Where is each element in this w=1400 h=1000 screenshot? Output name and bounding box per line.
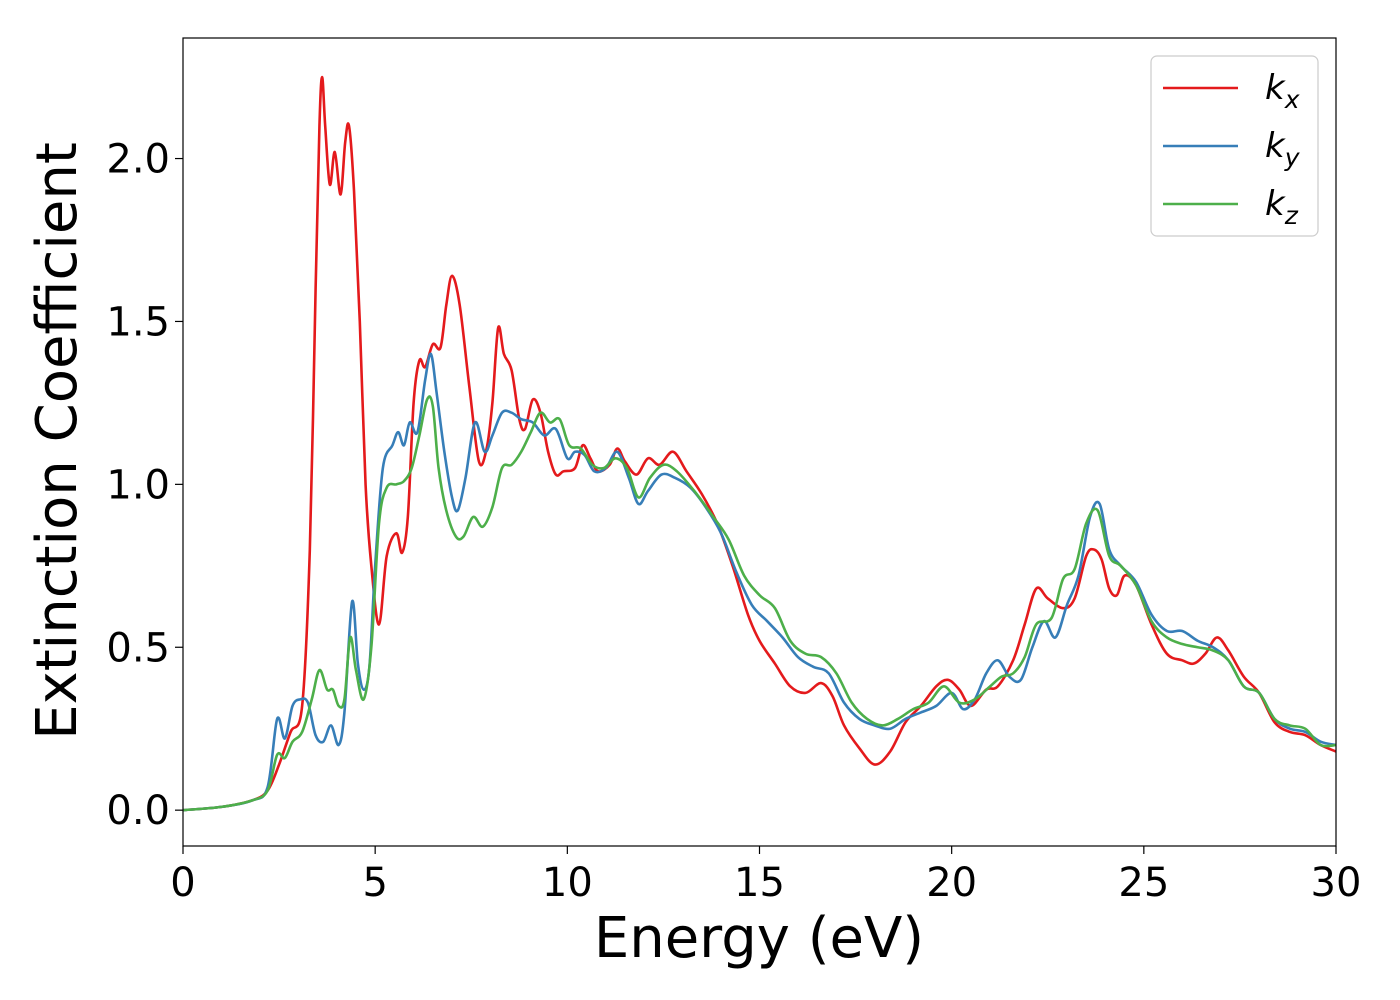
x-tick-label: 0 (170, 860, 195, 906)
y-tick-label: 2.0 (106, 137, 170, 183)
x-tick-label: 30 (1311, 860, 1362, 906)
series-line-kx (183, 75, 1336, 812)
y-tick-label: 0.0 (106, 788, 170, 834)
y-axis-label: Extinction Coefficient (25, 142, 90, 740)
x-tick-label: 20 (926, 860, 977, 906)
legend-label-kx: kx (1265, 68, 1300, 114)
x-tick-label: 25 (1118, 860, 1169, 906)
legend: kx ky kz (1150, 55, 1319, 237)
x-tick-label: 15 (734, 860, 785, 906)
y-tick-label: 0.5 (106, 625, 170, 671)
y-tick-label: 1.0 (106, 462, 170, 508)
x-tick-label: 5 (362, 860, 387, 906)
series-layer (183, 75, 1336, 812)
x-tick-label: 10 (542, 860, 593, 906)
series-line-kz (183, 395, 1336, 812)
axis-layer: 0 5 10 15 20 25 30 0.0 0.5 1.0 1.5 2.0 (106, 37, 1362, 906)
y-tick-label: 1.5 (106, 299, 170, 345)
legend-label-ky: ky (1265, 126, 1301, 172)
series-line-ky (183, 352, 1336, 812)
legend-label-kz: kz (1265, 184, 1299, 230)
x-axis-label: Energy (eV) (594, 906, 924, 971)
